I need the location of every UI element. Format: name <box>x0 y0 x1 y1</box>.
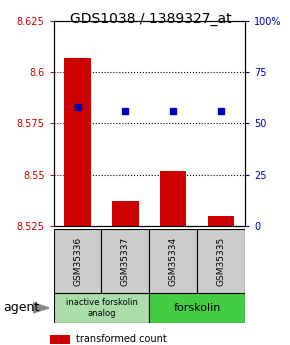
Text: forskolin: forskolin <box>173 303 221 313</box>
Text: agent: agent <box>3 302 39 314</box>
Bar <box>197 229 245 293</box>
Text: transformed count: transformed count <box>76 334 167 344</box>
Text: GSM35337: GSM35337 <box>121 237 130 286</box>
Bar <box>64 58 91 226</box>
Text: GDS1038 / 1389327_at: GDS1038 / 1389327_at <box>70 12 232 26</box>
Bar <box>149 293 245 323</box>
Text: GSM35335: GSM35335 <box>217 237 226 286</box>
Bar <box>54 293 149 323</box>
Text: inactive forskolin
analog: inactive forskolin analog <box>66 298 137 318</box>
Bar <box>112 201 139 226</box>
Bar <box>54 229 102 293</box>
Bar <box>149 229 197 293</box>
Text: GSM35334: GSM35334 <box>169 237 178 286</box>
Polygon shape <box>33 303 49 313</box>
Bar <box>160 170 186 226</box>
Bar <box>208 216 234 226</box>
Bar <box>102 229 149 293</box>
Text: GSM35336: GSM35336 <box>73 237 82 286</box>
Bar <box>50 335 70 344</box>
